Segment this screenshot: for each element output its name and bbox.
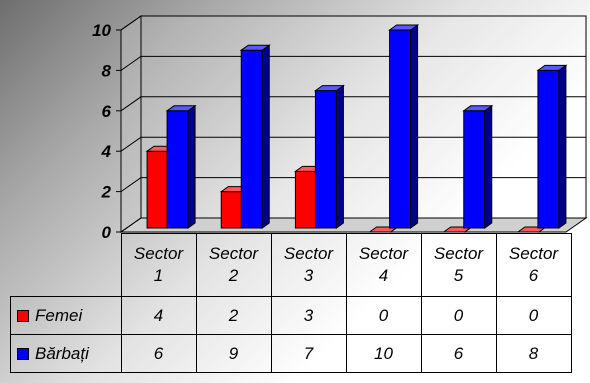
category-label-line: 5 bbox=[453, 266, 464, 285]
gridline bbox=[120, 96, 586, 112]
barbati-legend-swatch bbox=[17, 348, 29, 361]
category-label-line: 3 bbox=[303, 266, 314, 285]
plot-back-wall bbox=[140, 15, 587, 219]
data-label-barbati-5: 6 bbox=[420, 334, 497, 373]
bar-barbati-1-top bbox=[165, 105, 197, 112]
bar-barbati-6-top bbox=[536, 64, 568, 71]
bar-barbati-1-side bbox=[187, 104, 196, 229]
bar-barbati-5-side bbox=[484, 104, 493, 229]
bar-barbati-5-top bbox=[462, 105, 494, 112]
category-label-line: 4 bbox=[378, 266, 389, 285]
bar-barbati-6-side bbox=[558, 64, 567, 229]
category-label-sector-3: Sector 3 bbox=[270, 233, 347, 297]
y-tick-label: 2 bbox=[101, 183, 112, 202]
category-label-line: Sector bbox=[133, 244, 184, 263]
femei-legend-swatch bbox=[17, 310, 29, 323]
gridline bbox=[120, 217, 586, 233]
data-label-femei-6: 0 bbox=[495, 296, 572, 335]
bar-barbati-6-front bbox=[537, 69, 560, 229]
category-label-sector-2: Sector 2 bbox=[195, 233, 272, 297]
data-label-femei-4: 0 bbox=[345, 296, 422, 335]
category-label-sector-4: Sector 4 bbox=[345, 233, 422, 297]
data-label-barbati-6: 8 bbox=[495, 334, 572, 373]
data-label-femei-2: 2 bbox=[195, 296, 272, 335]
gridline bbox=[120, 15, 586, 31]
data-label-femei-1: 4 bbox=[120, 296, 197, 335]
data-label-barbati-3: 7 bbox=[270, 334, 347, 373]
gridline bbox=[120, 177, 586, 193]
data-label-barbati-1: 6 bbox=[120, 334, 197, 373]
data-label-femei-3: 3 bbox=[270, 296, 347, 335]
y-tick-label: 10 bbox=[92, 21, 111, 40]
category-row: Sector 1 Sector 2 Sector 3 Sector 4 Sector 5 Secto… bbox=[11, 233, 572, 297]
series-row-barbati: Bărbați 6 9 7 10 6 8 bbox=[10, 334, 572, 373]
bar-barbati-2-front bbox=[240, 49, 263, 229]
bar-barbati-2-top bbox=[239, 44, 271, 51]
y-tick-label: 4 bbox=[101, 142, 112, 161]
category-label-line: 6 bbox=[528, 266, 539, 285]
gridline bbox=[120, 136, 586, 152]
bar-barbati-4-top bbox=[388, 24, 420, 31]
data-table: Sector 1 Sector 2 Sector 3 Sector 4 Sector 5 Secto… bbox=[10, 233, 572, 373]
data-label-barbati-4: 10 bbox=[345, 334, 422, 373]
series-label-femei: Femei bbox=[10, 296, 122, 335]
bar-femei-1-front bbox=[146, 150, 169, 229]
gridline bbox=[120, 55, 586, 71]
series-label-barbati: Bărbați bbox=[10, 334, 122, 373]
bar-barbati-3-side bbox=[335, 84, 344, 229]
data-label-barbati-2: 9 bbox=[195, 334, 272, 373]
data-label-femei-5: 0 bbox=[420, 296, 497, 335]
bar-barbati-1-front bbox=[166, 110, 189, 229]
category-label-sector-6: Sector 6 bbox=[495, 233, 572, 297]
plot-side-wall bbox=[120, 15, 142, 233]
category-label-line: 2 bbox=[228, 266, 239, 285]
y-tick-label: 0 bbox=[102, 223, 112, 242]
bar-barbati-2-side bbox=[261, 44, 270, 229]
category-label-line: 1 bbox=[153, 266, 164, 285]
category-label-line: Sector bbox=[508, 244, 559, 263]
category-label-sector-1: Sector 1 bbox=[120, 233, 197, 297]
barbati-legend-label: Bărbați bbox=[35, 343, 89, 363]
y-tick-label: 8 bbox=[102, 61, 112, 80]
category-label-sector-5: Sector 5 bbox=[420, 233, 497, 297]
category-label-line: Sector bbox=[358, 244, 409, 263]
bar-barbati-5-front bbox=[463, 110, 486, 229]
category-label-line: Sector bbox=[283, 244, 334, 263]
bar-femei-2-front bbox=[220, 191, 243, 229]
bar-barbati-4-side bbox=[410, 24, 419, 229]
bar-femei-3-front bbox=[294, 170, 317, 229]
femei-legend-label: Femei bbox=[35, 305, 83, 325]
bar-barbati-4-front bbox=[389, 29, 412, 229]
bar-barbati-3-top bbox=[313, 85, 345, 92]
table-corner bbox=[11, 234, 122, 297]
bar-barbati-3-front bbox=[314, 90, 337, 229]
category-label-line: Sector bbox=[208, 244, 259, 263]
category-label-line: Sector bbox=[433, 244, 484, 263]
y-tick-label: 6 bbox=[102, 102, 112, 121]
